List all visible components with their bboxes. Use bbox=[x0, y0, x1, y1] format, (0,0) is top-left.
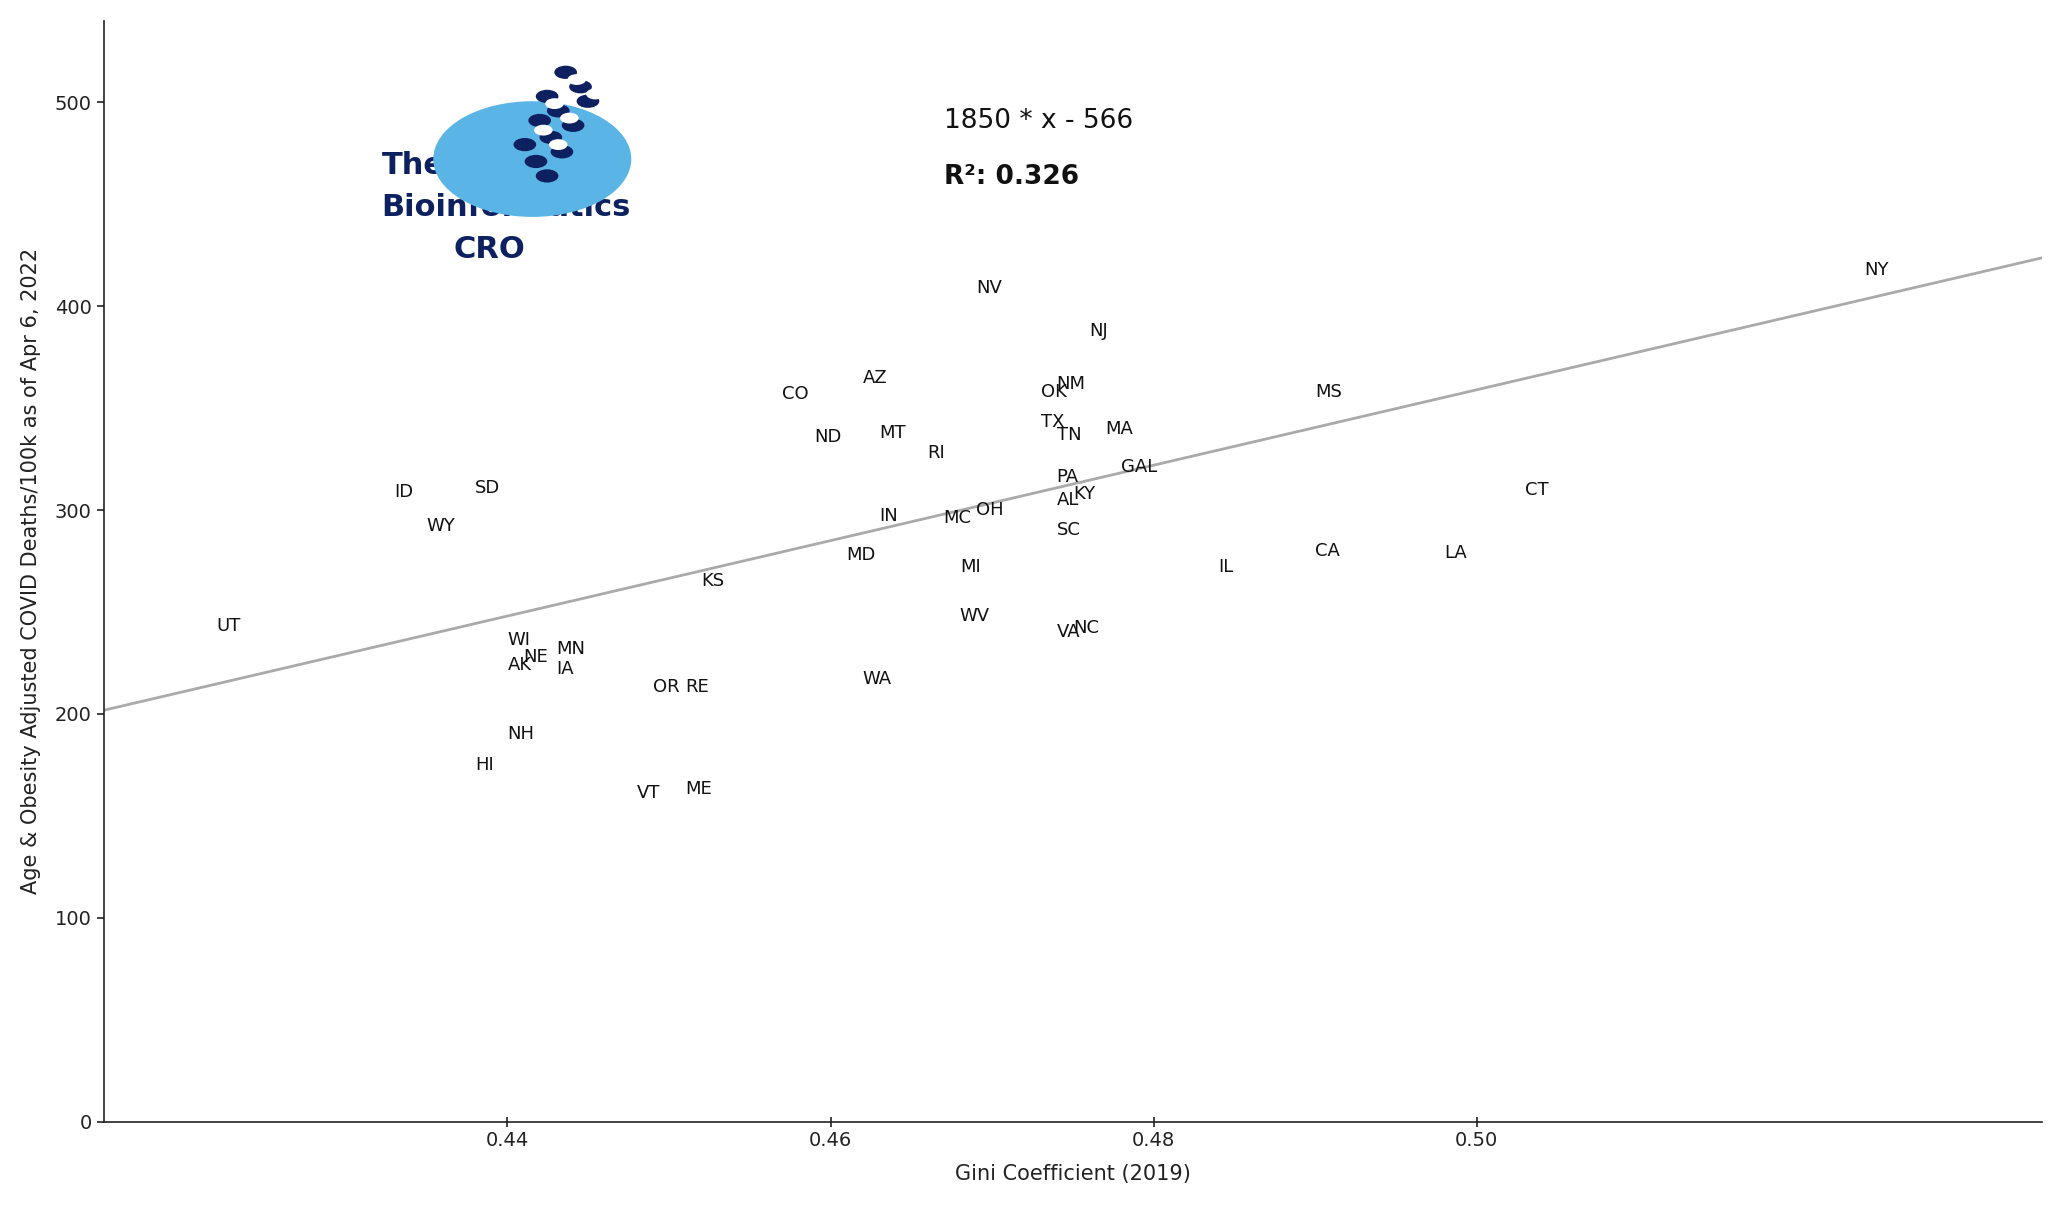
Text: MI: MI bbox=[959, 558, 980, 576]
Text: CRO: CRO bbox=[454, 235, 526, 264]
Text: NC: NC bbox=[1073, 619, 1100, 637]
Text: NM: NM bbox=[1056, 375, 1085, 393]
Text: AL: AL bbox=[1056, 490, 1079, 509]
Text: SC: SC bbox=[1056, 522, 1081, 540]
Text: CT: CT bbox=[1525, 481, 1549, 499]
Text: NY: NY bbox=[1865, 260, 1890, 278]
Text: RI: RI bbox=[928, 443, 945, 462]
Text: AZ: AZ bbox=[862, 369, 887, 387]
Text: WV: WV bbox=[959, 607, 990, 625]
Text: KS: KS bbox=[701, 572, 724, 590]
Text: Bioinformatics: Bioinformatics bbox=[382, 193, 631, 222]
Text: NH: NH bbox=[507, 725, 534, 743]
Text: 1850 * x - 566: 1850 * x - 566 bbox=[943, 108, 1133, 135]
Text: KY: KY bbox=[1073, 484, 1095, 502]
Text: RE: RE bbox=[685, 678, 710, 696]
Text: OH: OH bbox=[976, 501, 1003, 519]
Text: CA: CA bbox=[1316, 542, 1341, 560]
Text: OR: OR bbox=[652, 678, 679, 696]
Text: MN: MN bbox=[555, 640, 586, 658]
Text: VT: VT bbox=[637, 784, 660, 803]
Text: ME: ME bbox=[685, 781, 712, 798]
Text: MC: MC bbox=[943, 510, 972, 528]
Text: IN: IN bbox=[879, 507, 897, 525]
Text: MD: MD bbox=[846, 546, 877, 564]
Y-axis label: Age & Obesity Adjusted COVID Deaths/100k as of Apr 6, 2022: Age & Obesity Adjusted COVID Deaths/100k… bbox=[21, 248, 41, 894]
Text: The: The bbox=[382, 151, 446, 180]
Text: MT: MT bbox=[879, 424, 906, 441]
Text: OK: OK bbox=[1040, 383, 1067, 401]
Text: WA: WA bbox=[862, 670, 891, 688]
Text: GAL: GAL bbox=[1122, 458, 1157, 476]
Text: NJ: NJ bbox=[1089, 322, 1108, 340]
Text: TX: TX bbox=[1040, 413, 1065, 431]
Text: MS: MS bbox=[1316, 383, 1343, 401]
Text: ID: ID bbox=[394, 483, 413, 501]
Text: NE: NE bbox=[524, 648, 549, 666]
Text: R²: 0.326: R²: 0.326 bbox=[943, 164, 1079, 189]
X-axis label: Gini Coefficient (2019): Gini Coefficient (2019) bbox=[955, 1164, 1190, 1185]
Text: IA: IA bbox=[555, 660, 574, 678]
Text: IL: IL bbox=[1219, 558, 1234, 576]
Text: TN: TN bbox=[1056, 425, 1081, 443]
Text: UT: UT bbox=[217, 617, 241, 635]
Text: WY: WY bbox=[427, 517, 456, 535]
Text: AK: AK bbox=[507, 656, 532, 674]
Text: HI: HI bbox=[474, 756, 493, 774]
Text: PA: PA bbox=[1056, 469, 1079, 487]
Text: CO: CO bbox=[782, 384, 809, 402]
Text: SD: SD bbox=[474, 478, 501, 496]
Text: NV: NV bbox=[976, 278, 1003, 296]
Text: VA: VA bbox=[1056, 623, 1081, 641]
Text: MA: MA bbox=[1106, 419, 1133, 437]
Text: WI: WI bbox=[507, 631, 530, 649]
Text: LA: LA bbox=[1444, 543, 1467, 562]
Text: ND: ND bbox=[815, 428, 842, 446]
